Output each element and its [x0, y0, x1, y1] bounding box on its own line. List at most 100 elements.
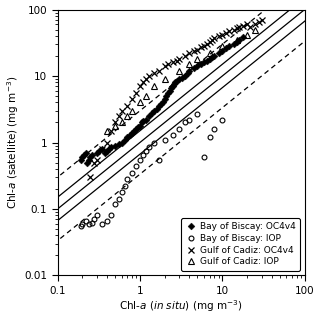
- Gulf of Cadiz: OC4v4: (1.7, 12): OC4v4: (1.7, 12): [157, 69, 161, 73]
- Bay of Biscay: IOP: (0.9, 0.45): IOP: (0.9, 0.45): [134, 164, 138, 167]
- Gulf of Cadiz: OC4v4: (1.2, 9): OC4v4: (1.2, 9): [145, 77, 148, 81]
- Gulf of Cadiz: OC4v4: (0.35, 0.8): OC4v4: (0.35, 0.8): [100, 147, 104, 151]
- Gulf of Cadiz: OC4v4: (5, 25): OC4v4: (5, 25): [196, 48, 199, 52]
- X-axis label: Chl-$a$ ($\it{in\ situ}$) (mg m$^{-3}$): Chl-$a$ ($\it{in\ situ}$) (mg m$^{-3}$): [119, 299, 243, 315]
- Bay of Biscay: IOP: (0.2, 0.06): IOP: (0.2, 0.06): [80, 222, 84, 226]
- Gulf of Cadiz: OC4v4: (9, 40): OC4v4: (9, 40): [217, 34, 220, 38]
- Y-axis label: Chl-$a$ (satellite) (mg m$^{-3}$): Chl-$a$ (satellite) (mg m$^{-3}$): [5, 76, 21, 209]
- Gulf of Cadiz: OC4v4: (25, 60): OC4v4: (25, 60): [253, 22, 257, 26]
- Gulf of Cadiz: IOP: (10, 28): IOP: (10, 28): [220, 44, 224, 48]
- Bay of Biscay: IOP: (0.28, 0.07): IOP: (0.28, 0.07): [92, 217, 96, 221]
- Gulf of Cadiz: OC4v4: (14, 50): OC4v4: (14, 50): [232, 28, 236, 31]
- Gulf of Cadiz: OC4v4: (7.5, 35): OC4v4: (7.5, 35): [210, 38, 214, 42]
- Bay of Biscay: IOP: (1.5, 1): IOP: (1.5, 1): [153, 140, 156, 144]
- Bay of Biscay: IOP: (0.8, 0.35): IOP: (0.8, 0.35): [130, 171, 134, 175]
- Gulf of Cadiz: OC4v4: (1.5, 11): OC4v4: (1.5, 11): [153, 71, 156, 75]
- Gulf of Cadiz: IOP: (0.8, 3): IOP: (0.8, 3): [130, 109, 134, 113]
- Line: Gulf of Cadiz: IOP: Gulf of Cadiz: IOP: [104, 27, 258, 134]
- Gulf of Cadiz: OC4v4: (18, 57): OC4v4: (18, 57): [241, 24, 245, 28]
- Gulf of Cadiz: OC4v4: (0.25, 0.3): OC4v4: (0.25, 0.3): [88, 175, 92, 179]
- Gulf of Cadiz: OC4v4: (1.1, 8): OC4v4: (1.1, 8): [141, 81, 145, 84]
- Bay of Biscay: IOP: (0.65, 0.22): IOP: (0.65, 0.22): [123, 184, 126, 188]
- Bay of Biscay: IOP: (0.5, 0.12): IOP: (0.5, 0.12): [113, 202, 117, 206]
- Gulf of Cadiz: OC4v4: (1, 7): OC4v4: (1, 7): [138, 84, 142, 88]
- Gulf of Cadiz: OC4v4: (4.5, 24): OC4v4: (4.5, 24): [192, 49, 196, 53]
- Bay of Biscay: IOP: (2, 1.1): IOP: (2, 1.1): [163, 138, 167, 142]
- Gulf of Cadiz: OC4v4: (7, 32): OC4v4: (7, 32): [208, 41, 212, 44]
- Bay of Biscay: IOP: (0.45, 0.08): IOP: (0.45, 0.08): [109, 213, 113, 217]
- Gulf of Cadiz: OC4v4: (28, 65): OC4v4: (28, 65): [257, 20, 261, 24]
- Gulf of Cadiz: IOP: (0.7, 2.5): IOP: (0.7, 2.5): [125, 114, 129, 118]
- Gulf of Cadiz: IOP: (1, 4): IOP: (1, 4): [138, 100, 142, 104]
- Gulf of Cadiz: IOP: (20, 42): IOP: (20, 42): [245, 33, 249, 36]
- Bay of Biscay: IOP: (5, 2.7): IOP: (5, 2.7): [196, 112, 199, 116]
- Bay of Biscay: IOP: (6, 0.6): IOP: (6, 0.6): [202, 155, 206, 159]
- Line: Bay of Biscay: IOP: Bay of Biscay: IOP: [78, 111, 225, 229]
- Legend: Bay of Biscay: OC4v4, Bay of Biscay: IOP, Gulf of Cadiz: OC4v4, Gulf of Cadiz: I: Bay of Biscay: OC4v4, Bay of Biscay: IOP…: [181, 218, 300, 271]
- Bay of Biscay: IOP: (2.5, 1.3): IOP: (2.5, 1.3): [171, 133, 175, 137]
- Gulf of Cadiz: OC4v4: (0.7, 3.5): OC4v4: (0.7, 3.5): [125, 104, 129, 108]
- Bay of Biscay: OC4v4: (0.6, 1): OC4v4: (0.6, 1): [120, 140, 124, 144]
- Gulf of Cadiz: IOP: (25, 50): IOP: (25, 50): [253, 28, 257, 31]
- Gulf of Cadiz: OC4v4: (8, 37): OC4v4: (8, 37): [212, 36, 216, 40]
- Bay of Biscay: IOP: (0.35, 0.06): IOP: (0.35, 0.06): [100, 222, 104, 226]
- Bay of Biscay: IOP: (1.7, 0.55): IOP: (1.7, 0.55): [157, 158, 161, 162]
- Bay of Biscay: IOP: (0.6, 0.18): IOP: (0.6, 0.18): [120, 190, 124, 194]
- Gulf of Cadiz: OC4v4: (0.5, 2): OC4v4: (0.5, 2): [113, 121, 117, 124]
- Gulf of Cadiz: OC4v4: (5.5, 27): OC4v4: (5.5, 27): [199, 45, 203, 49]
- Gulf of Cadiz: OC4v4: (15, 52): OC4v4: (15, 52): [235, 27, 239, 30]
- Bay of Biscay: OC4v4: (0.19, 0.55): OC4v4: (0.19, 0.55): [79, 158, 83, 162]
- Gulf of Cadiz: IOP: (0.6, 2): IOP: (0.6, 2): [120, 121, 124, 124]
- Gulf of Cadiz: IOP: (1.5, 7): IOP: (1.5, 7): [153, 84, 156, 88]
- Gulf of Cadiz: OC4v4: (2.5, 16): OC4v4: (2.5, 16): [171, 60, 175, 64]
- Gulf of Cadiz: OC4v4: (3.5, 20): OC4v4: (3.5, 20): [183, 54, 187, 58]
- Bay of Biscay: OC4v4: (5.5, 15): OC4v4: (5.5, 15): [199, 62, 203, 66]
- Gulf of Cadiz: IOP: (0.5, 1.8): IOP: (0.5, 1.8): [113, 124, 117, 127]
- Gulf of Cadiz: OC4v4: (0.6, 3): OC4v4: (0.6, 3): [120, 109, 124, 113]
- Gulf of Cadiz: OC4v4: (0.28, 0.5): OC4v4: (0.28, 0.5): [92, 161, 96, 164]
- Bay of Biscay: IOP: (0.7, 0.28): IOP: (0.7, 0.28): [125, 177, 129, 181]
- Gulf of Cadiz: IOP: (15, 35): IOP: (15, 35): [235, 38, 239, 42]
- Gulf of Cadiz: OC4v4: (11, 45): OC4v4: (11, 45): [224, 31, 228, 35]
- Gulf of Cadiz: IOP: (4, 15): IOP: (4, 15): [188, 62, 191, 66]
- Bay of Biscay: IOP: (0.19, 0.055): IOP: (0.19, 0.055): [79, 224, 83, 228]
- Gulf of Cadiz: OC4v4: (4, 22): OC4v4: (4, 22): [188, 51, 191, 55]
- Bay of Biscay: OC4v4: (0.23, 0.5): OC4v4: (0.23, 0.5): [85, 161, 89, 164]
- Bay of Biscay: IOP: (1.2, 0.75): IOP: (1.2, 0.75): [145, 149, 148, 153]
- Bay of Biscay: OC4v4: (0.25, 0.6): OC4v4: (0.25, 0.6): [88, 155, 92, 159]
- Bay of Biscay: IOP: (10, 2.2): IOP: (10, 2.2): [220, 118, 224, 122]
- Bay of Biscay: IOP: (0.24, 0.06): IOP: (0.24, 0.06): [87, 222, 91, 226]
- Gulf of Cadiz: OC4v4: (0.3, 0.55): OC4v4: (0.3, 0.55): [95, 158, 99, 162]
- Gulf of Cadiz: OC4v4: (2, 14): OC4v4: (2, 14): [163, 64, 167, 68]
- Gulf of Cadiz: OC4v4: (6.5, 30): OC4v4: (6.5, 30): [205, 42, 209, 46]
- Line: Bay of Biscay: OC4v4: Bay of Biscay: OC4v4: [78, 35, 246, 165]
- Bay of Biscay: IOP: (0.4, 0.065): IOP: (0.4, 0.065): [105, 220, 109, 223]
- Gulf of Cadiz: OC4v4: (22, 55): OC4v4: (22, 55): [249, 25, 252, 29]
- Bay of Biscay: IOP: (3, 1.6): IOP: (3, 1.6): [177, 127, 181, 131]
- Gulf of Cadiz: OC4v4: (3, 18): OC4v4: (3, 18): [177, 57, 181, 61]
- Gulf of Cadiz: IOP: (1.2, 5): IOP: (1.2, 5): [145, 94, 148, 98]
- Gulf of Cadiz: OC4v4: (1.3, 10): OC4v4: (1.3, 10): [148, 74, 151, 78]
- Gulf of Cadiz: OC4v4: (0.55, 2.5): OC4v4: (0.55, 2.5): [116, 114, 120, 118]
- Gulf of Cadiz: IOP: (7, 22): IOP: (7, 22): [208, 51, 212, 55]
- Gulf of Cadiz: IOP: (0.4, 1.5): IOP: (0.4, 1.5): [105, 129, 109, 133]
- Bay of Biscay: IOP: (0.26, 0.062): IOP: (0.26, 0.062): [90, 221, 94, 225]
- Gulf of Cadiz: OC4v4: (30, 70): OC4v4: (30, 70): [260, 18, 263, 22]
- Gulf of Cadiz: OC4v4: (2.8, 17): OC4v4: (2.8, 17): [175, 59, 179, 63]
- Bay of Biscay: IOP: (4, 2.2): IOP: (4, 2.2): [188, 118, 191, 122]
- Gulf of Cadiz: OC4v4: (0.45, 1.5): OC4v4: (0.45, 1.5): [109, 129, 113, 133]
- Line: Gulf of Cadiz: OC4v4: Gulf of Cadiz: OC4v4: [87, 17, 265, 180]
- Bay of Biscay: OC4v4: (1.3, 2.5): OC4v4: (1.3, 2.5): [148, 114, 151, 118]
- Bay of Biscay: IOP: (1.1, 0.65): IOP: (1.1, 0.65): [141, 153, 145, 157]
- Bay of Biscay: IOP: (1, 0.55): IOP: (1, 0.55): [138, 158, 142, 162]
- Gulf of Cadiz: IOP: (3, 12): IOP: (3, 12): [177, 69, 181, 73]
- Gulf of Cadiz: OC4v4: (12, 47): OC4v4: (12, 47): [227, 29, 231, 33]
- Gulf of Cadiz: OC4v4: (6, 28): OC4v4: (6, 28): [202, 44, 206, 48]
- Gulf of Cadiz: OC4v4: (16, 55): OC4v4: (16, 55): [237, 25, 241, 29]
- Bay of Biscay: IOP: (0.22, 0.065): IOP: (0.22, 0.065): [84, 220, 88, 223]
- Gulf of Cadiz: OC4v4: (0.4, 1): OC4v4: (0.4, 1): [105, 140, 109, 144]
- Gulf of Cadiz: OC4v4: (20, 60): OC4v4: (20, 60): [245, 22, 249, 26]
- Bay of Biscay: IOP: (0.55, 0.14): IOP: (0.55, 0.14): [116, 197, 120, 201]
- Bay of Biscay: IOP: (1.3, 0.85): IOP: (1.3, 0.85): [148, 145, 151, 149]
- Bay of Biscay: OC4v4: (12, 28): OC4v4: (12, 28): [227, 44, 231, 48]
